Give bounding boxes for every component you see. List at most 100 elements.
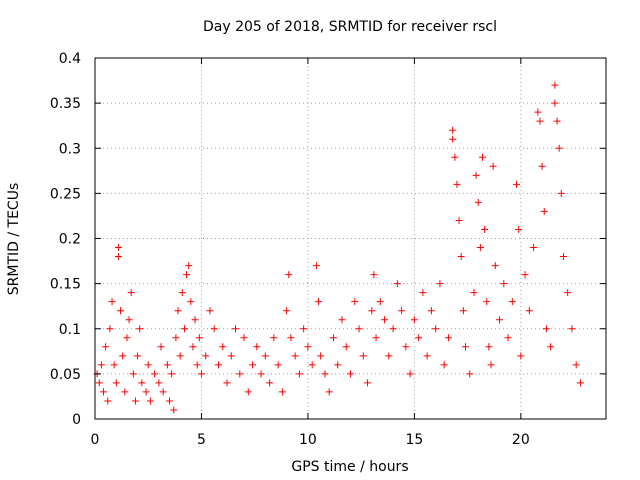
data-point bbox=[102, 343, 110, 351]
data-point bbox=[121, 388, 129, 396]
data-point bbox=[106, 325, 114, 333]
data-point bbox=[312, 262, 320, 270]
data-point bbox=[342, 343, 350, 351]
y-tick-label: 0.1 bbox=[59, 322, 81, 338]
data-point bbox=[355, 325, 363, 333]
data-point bbox=[359, 352, 367, 360]
data-point bbox=[206, 307, 214, 315]
data-point bbox=[155, 379, 163, 387]
data-point bbox=[513, 180, 521, 188]
data-point bbox=[351, 298, 359, 306]
data-point bbox=[504, 334, 512, 342]
data-point bbox=[308, 361, 316, 369]
data-point bbox=[553, 117, 561, 125]
data-point bbox=[538, 162, 546, 170]
data-point bbox=[376, 298, 384, 306]
x-tick-label: 5 bbox=[197, 432, 206, 448]
data-point bbox=[338, 316, 346, 324]
data-point bbox=[283, 307, 291, 315]
y-tick-label: 0 bbox=[72, 412, 81, 428]
data-point bbox=[479, 153, 487, 161]
data-point bbox=[515, 225, 523, 233]
data-point bbox=[466, 370, 474, 378]
data-point bbox=[489, 162, 497, 170]
data-point bbox=[449, 135, 457, 143]
data-point bbox=[508, 298, 516, 306]
data-point bbox=[370, 271, 378, 279]
data-point bbox=[534, 108, 542, 116]
data-point bbox=[496, 316, 504, 324]
data-point bbox=[530, 244, 538, 252]
data-point bbox=[481, 225, 489, 233]
data-point bbox=[119, 352, 127, 360]
data-point bbox=[436, 280, 444, 288]
data-point bbox=[195, 334, 203, 342]
data-point bbox=[525, 307, 533, 315]
data-point bbox=[470, 289, 478, 297]
data-point bbox=[244, 388, 252, 396]
data-point bbox=[325, 388, 333, 396]
data-point bbox=[166, 397, 174, 405]
x-tick-label: 0 bbox=[91, 432, 100, 448]
data-point bbox=[476, 244, 484, 252]
data-point bbox=[163, 361, 171, 369]
data-point bbox=[453, 180, 461, 188]
data-point bbox=[187, 298, 195, 306]
data-point bbox=[151, 370, 159, 378]
x-tick-label: 15 bbox=[405, 432, 423, 448]
data-point bbox=[432, 325, 440, 333]
data-point bbox=[110, 361, 118, 369]
data-point bbox=[461, 343, 469, 351]
data-point bbox=[223, 379, 231, 387]
data-point bbox=[134, 352, 142, 360]
data-point bbox=[372, 334, 380, 342]
data-point bbox=[427, 307, 435, 315]
data-point bbox=[385, 352, 393, 360]
data-point bbox=[170, 406, 178, 414]
data-point bbox=[564, 289, 572, 297]
y-axis-label: SRMTID / TECUs bbox=[6, 183, 22, 296]
data-point bbox=[491, 262, 499, 270]
data-point bbox=[227, 352, 235, 360]
data-point bbox=[440, 361, 448, 369]
data-point bbox=[444, 334, 452, 342]
data-point bbox=[551, 99, 559, 107]
data-point bbox=[202, 352, 210, 360]
data-point bbox=[500, 280, 508, 288]
data-point bbox=[547, 343, 555, 351]
data-point bbox=[521, 271, 529, 279]
data-point bbox=[483, 298, 491, 306]
x-tick-label: 10 bbox=[299, 432, 317, 448]
data-point bbox=[97, 361, 105, 369]
data-point bbox=[136, 325, 144, 333]
data-point bbox=[261, 352, 269, 360]
data-point bbox=[287, 334, 295, 342]
y-tick-label: 0.35 bbox=[50, 96, 81, 112]
x-tick-label: 20 bbox=[512, 432, 530, 448]
data-point bbox=[210, 325, 218, 333]
y-tick-label: 0.05 bbox=[50, 367, 81, 383]
y-axis-ticks: 0 0.05 0.1 0.15 0.2 0.25 0.3 0.35 0.4 bbox=[50, 51, 606, 428]
data-point bbox=[159, 388, 167, 396]
data-point bbox=[193, 361, 201, 369]
data-point bbox=[485, 343, 493, 351]
data-point bbox=[232, 325, 240, 333]
data-point bbox=[191, 316, 199, 324]
data-point bbox=[304, 343, 312, 351]
x-axis-ticks: 0 5 10 15 20 bbox=[91, 58, 530, 448]
data-point bbox=[415, 334, 423, 342]
data-point bbox=[410, 316, 418, 324]
data-point bbox=[300, 325, 308, 333]
data-points bbox=[93, 81, 584, 414]
data-point bbox=[364, 379, 372, 387]
data-point bbox=[249, 361, 257, 369]
data-point bbox=[144, 361, 152, 369]
data-point bbox=[329, 334, 337, 342]
data-point bbox=[334, 361, 342, 369]
data-point bbox=[559, 253, 567, 261]
data-point bbox=[253, 343, 261, 351]
x-axis-label: GPS time / hours bbox=[291, 459, 408, 475]
data-point bbox=[240, 334, 248, 342]
data-point bbox=[393, 280, 401, 288]
